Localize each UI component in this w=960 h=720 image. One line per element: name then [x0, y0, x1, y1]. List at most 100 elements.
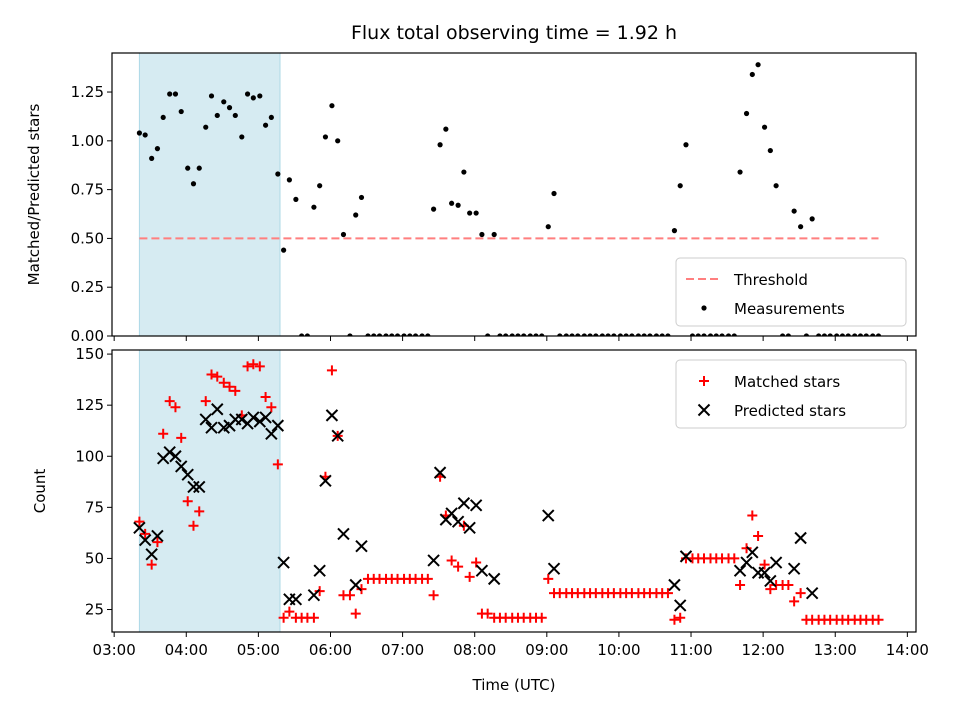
matched-point: [152, 537, 163, 548]
measurement-point: [798, 224, 804, 230]
observing-span: [138, 52, 281, 337]
predicted-point: [337, 527, 350, 541]
plot-area: [133, 359, 884, 625]
measurement-point: [647, 333, 653, 336]
predicted-point: [319, 474, 332, 487]
measurement-point: [551, 190, 557, 197]
measurement-point: [701, 333, 707, 336]
measurement-point: [262, 122, 269, 128]
measurement-point: [286, 177, 292, 183]
predicted-point: [463, 521, 476, 534]
measurement-point: [335, 138, 341, 144]
measurement-point: [203, 124, 209, 130]
measurement-point: [611, 333, 617, 336]
legend-label: Predicted stars: [734, 402, 846, 420]
y-tick-label: 0.25: [71, 278, 104, 296]
legend-label: Matched stars: [734, 373, 840, 391]
measurement-point: [178, 108, 184, 115]
ratio-panel: 0.00 0.25 0.50 0.75 1.00 1.25 Matched/Predicte…: [25, 52, 917, 345]
matched-point: [765, 584, 776, 595]
measurement-point: [575, 333, 581, 336]
measurement-point: [449, 200, 455, 206]
predicted-point: [487, 572, 501, 586]
measurement-point: [852, 333, 858, 336]
measurement-point: [629, 333, 635, 336]
measurement-point: [275, 171, 281, 177]
measurement-point: [317, 183, 323, 189]
measurement-point: [509, 333, 515, 336]
matched-point: [230, 385, 241, 396]
measurement-point: [443, 126, 449, 132]
measurement-point: [767, 147, 773, 154]
measurement-point: [587, 333, 593, 336]
y-tick-label: 0.50: [71, 229, 104, 247]
predicted-point: [205, 421, 218, 434]
measurement-point: [719, 333, 725, 336]
measurement-point: [563, 333, 569, 336]
measurement-point: [419, 333, 425, 336]
measurement-point: [244, 91, 251, 97]
measurement-point: [569, 333, 575, 336]
measurement-point: [401, 333, 407, 336]
measurement-point: [527, 333, 533, 336]
measurement-point: [503, 333, 509, 336]
legend-box: [675, 257, 907, 327]
measurement-point: [371, 333, 377, 336]
plot-area: [136, 62, 882, 336]
matched-point: [735, 580, 746, 590]
matched-point: [783, 580, 794, 590]
measurement-point: [617, 333, 623, 336]
predicted-point: [199, 413, 212, 426]
matched-point: [422, 573, 433, 584]
matched-point: [669, 614, 680, 625]
x-tick-label: 12:00: [742, 641, 785, 659]
measurement-point: [497, 333, 503, 336]
measurement-point: [185, 165, 191, 171]
matched-point: [482, 608, 493, 619]
measurement-point: [713, 333, 719, 336]
predicted-point: [145, 548, 158, 561]
axes-frame: [111, 52, 917, 337]
predicted-point: [740, 556, 753, 569]
x-tick-label: 06:00: [309, 641, 352, 659]
matched-point: [428, 590, 439, 601]
matched-point: [284, 606, 295, 617]
predicted-point: [325, 409, 339, 422]
predicted-point: [169, 450, 182, 463]
x-tick-label: 13:00: [814, 641, 857, 659]
x-tick-label: 09:00: [525, 641, 568, 659]
x-tick-label: 05:00: [237, 641, 280, 659]
measurement-point: [737, 169, 743, 175]
x-tick-label: 11:00: [669, 641, 712, 659]
measurement-point: [226, 105, 233, 111]
measurement-point: [485, 333, 491, 336]
measurement-point: [455, 202, 461, 208]
measurement-point: [353, 212, 359, 218]
predicted-point: [193, 480, 206, 494]
measurement-point: [875, 333, 882, 336]
measurement-point: [749, 71, 755, 78]
measurement-point: [437, 142, 443, 148]
measurement-point: [845, 333, 851, 336]
predicted-point: [451, 515, 465, 528]
y-tick-label: 25: [85, 601, 104, 619]
measurement-point: [653, 333, 660, 336]
predicted-point: [475, 564, 489, 577]
matched-point: [224, 381, 235, 392]
predicted-point: [247, 411, 260, 424]
measurement-point: [857, 333, 864, 336]
measurement-point: [839, 333, 846, 336]
measurement-point: [683, 142, 689, 148]
measurement-point: [605, 333, 611, 336]
measurement-point: [659, 333, 665, 336]
measurement-point: [268, 114, 274, 121]
matched-point: [356, 584, 367, 595]
measurement-point: [521, 333, 527, 336]
legend-matched-swatch: [699, 376, 709, 386]
y-tick-label: 150: [75, 345, 104, 363]
measurement-point: [407, 333, 413, 336]
x-tick-label: 08:00: [453, 641, 496, 659]
measurement-point: [599, 333, 605, 336]
measurement-point: [167, 91, 173, 97]
measurement-point: [394, 333, 401, 336]
